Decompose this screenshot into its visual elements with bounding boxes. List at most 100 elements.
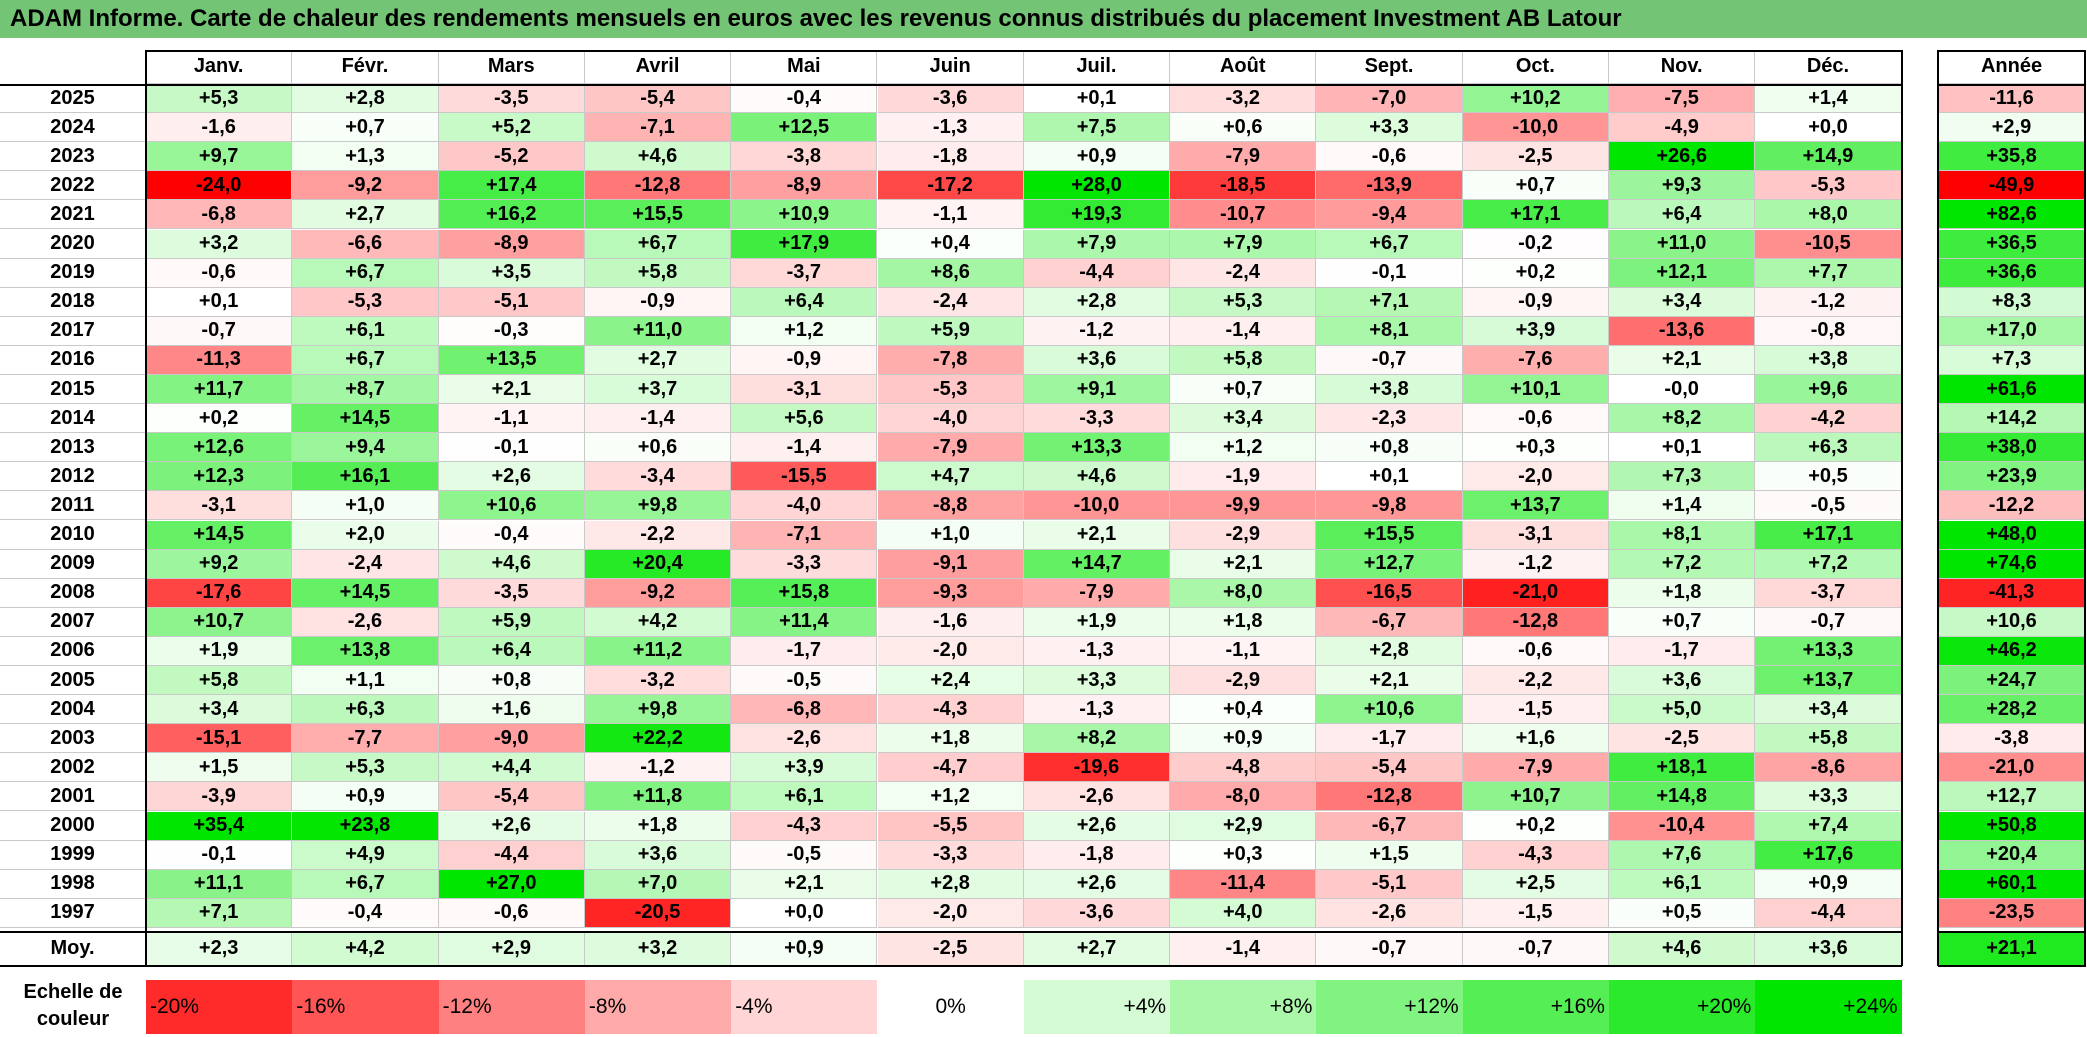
heatmap-cell: +13,8 [292, 636, 439, 666]
heatmap-cell: -5,4 [584, 84, 732, 114]
heatmap-cell: +1,0 [877, 520, 1024, 550]
heatmap-cell: +5,8 [1170, 345, 1317, 375]
header-divider [0, 84, 1902, 86]
grid-right-border [1900, 50, 1903, 966]
heatmap-cell: +0,1 [1023, 84, 1171, 114]
heatmap-cell: -8,0 [1170, 782, 1317, 812]
heatmap-cell: -4,3 [1462, 840, 1609, 870]
heatmap-cell: +5,8 [1755, 724, 1902, 754]
annual-left-border [1937, 50, 1939, 966]
heatmap-cell: -4,3 [877, 695, 1024, 725]
heatmap-cell: +1,6 [438, 695, 585, 725]
heatmap-cell: -0,6 [1316, 142, 1463, 172]
annual-cell: +7,3 [1938, 345, 2086, 375]
heatmap-cell: +9,8 [584, 491, 732, 521]
heatmap-cell: +5,6 [731, 404, 878, 434]
heatmap-cell: +0,5 [1609, 898, 1756, 928]
heatmap-cell: +2,1 [1170, 549, 1317, 579]
heatmap-cell: -9,0 [438, 724, 585, 754]
heatmap-cell: -0,2 [1462, 229, 1609, 259]
heatmap-cell: -5,1 [1316, 869, 1463, 899]
heatmap-cell: +13,5 [438, 345, 585, 375]
heatmap-cell: -1,1 [438, 404, 585, 434]
heatmap-cell: +5,9 [877, 316, 1024, 346]
heatmap-cell: +28,0 [1023, 171, 1171, 201]
heatmap-cell: +11,8 [584, 782, 732, 812]
color-scale-step: +4% [1023, 980, 1171, 1034]
heatmap-cell: -1,2 [584, 753, 732, 783]
heatmap-cell: +0,1 [1609, 433, 1756, 463]
color-scale-step: +12% [1316, 980, 1463, 1034]
heatmap-cell: +3,3 [1023, 666, 1171, 696]
heatmap-cell: +17,4 [438, 171, 585, 201]
heatmap-cell: +1,8 [1170, 607, 1317, 637]
avg-divider-bottom-annual [1938, 965, 2086, 967]
heatmap-cell: +0,7 [292, 113, 439, 143]
heatmap-cell: +16,2 [438, 200, 585, 230]
heatmap-cell: -4,2 [1755, 404, 1902, 434]
heatmap-cell: +0,3 [1462, 433, 1609, 463]
year-label: 2012 [0, 462, 146, 492]
page-title: ADAM Informe. Carte de chaleur des rende… [0, 0, 2087, 38]
heatmap-cell: -2,0 [877, 636, 1024, 666]
heatmap-cell: -1,7 [731, 636, 878, 666]
heatmap-cell: +5,3 [1170, 287, 1317, 317]
year-label: 2009 [0, 549, 146, 579]
year-label: 2022 [0, 171, 146, 201]
heatmap-cell: +17,1 [1462, 200, 1609, 230]
heatmap-cell: +6,3 [1755, 433, 1902, 463]
annual-cell: +36,6 [1938, 258, 2086, 288]
heatmap-cell: -1,8 [877, 142, 1024, 172]
heatmap-cell: -0,1 [438, 433, 585, 463]
annual-cell: +2,9 [1938, 113, 2086, 143]
heatmap-cell: +12,7 [1316, 549, 1463, 579]
heatmap-cell: +7,4 [1755, 811, 1902, 841]
heatmap-cell: -9,3 [877, 578, 1024, 608]
year-label: 2017 [0, 316, 146, 346]
heatmap-cell: -12,8 [1462, 607, 1609, 637]
average-cell: +2,9 [438, 932, 585, 966]
heatmap-cell: +2,1 [438, 375, 585, 405]
heatmap-cell: -17,6 [146, 578, 293, 608]
heatmap-cell: +11,2 [584, 636, 732, 666]
heatmap-cell: -1,4 [1170, 316, 1317, 346]
heatmap-cell: -4,4 [438, 840, 585, 870]
heatmap-cell: +6,1 [1609, 869, 1756, 899]
heatmap-cell: -2,9 [1170, 520, 1317, 550]
avg-divider-top [0, 931, 1902, 933]
heatmap-cell: +1,9 [1023, 607, 1171, 637]
heatmap-cell: -6,8 [731, 695, 878, 725]
year-label: 2004 [0, 695, 146, 725]
heatmap-cell: +9,6 [1755, 375, 1902, 405]
heatmap-cell: -0,9 [1462, 287, 1609, 317]
heatmap-cell: +1,8 [1609, 578, 1756, 608]
heatmap-cell: -6,7 [1316, 811, 1463, 841]
annual-cell: +14,2 [1938, 404, 2086, 434]
year-label: 2013 [0, 433, 146, 463]
month-header: Mai [731, 50, 878, 84]
heatmap-cell: +10,6 [1316, 695, 1463, 725]
heatmap-cell: -7,7 [292, 724, 439, 754]
heatmap-cell: +2,6 [438, 811, 585, 841]
heatmap-cell: +1,0 [292, 491, 439, 521]
heatmap-cell: -0,7 [1316, 345, 1463, 375]
heatmap-cell: +4,6 [438, 549, 585, 579]
heatmap-cell: -12,8 [1316, 782, 1463, 812]
heatmap-cell: +9,8 [584, 695, 732, 725]
color-scale-step: -4% [731, 980, 878, 1034]
heatmap-cell: +0,9 [1023, 142, 1171, 172]
month-header: Déc. [1755, 50, 1902, 84]
heatmap-cell: +3,2 [146, 229, 293, 259]
heatmap-cell: -3,1 [146, 491, 293, 521]
color-scale-step: +8% [1170, 980, 1317, 1034]
heatmap-cell: +1,2 [877, 782, 1024, 812]
heatmap-cell: +3,9 [1462, 316, 1609, 346]
heatmap-cell: +14,5 [146, 520, 293, 550]
heatmap-cell: -4,7 [877, 753, 1024, 783]
heatmap-cell: -7,9 [1023, 578, 1171, 608]
annual-cell: +23,9 [1938, 462, 2086, 492]
year-col-divider [145, 50, 147, 966]
heatmap-cell: +6,4 [438, 636, 585, 666]
year-label: 1997 [0, 898, 146, 928]
heatmap-cell: -8,9 [438, 229, 585, 259]
